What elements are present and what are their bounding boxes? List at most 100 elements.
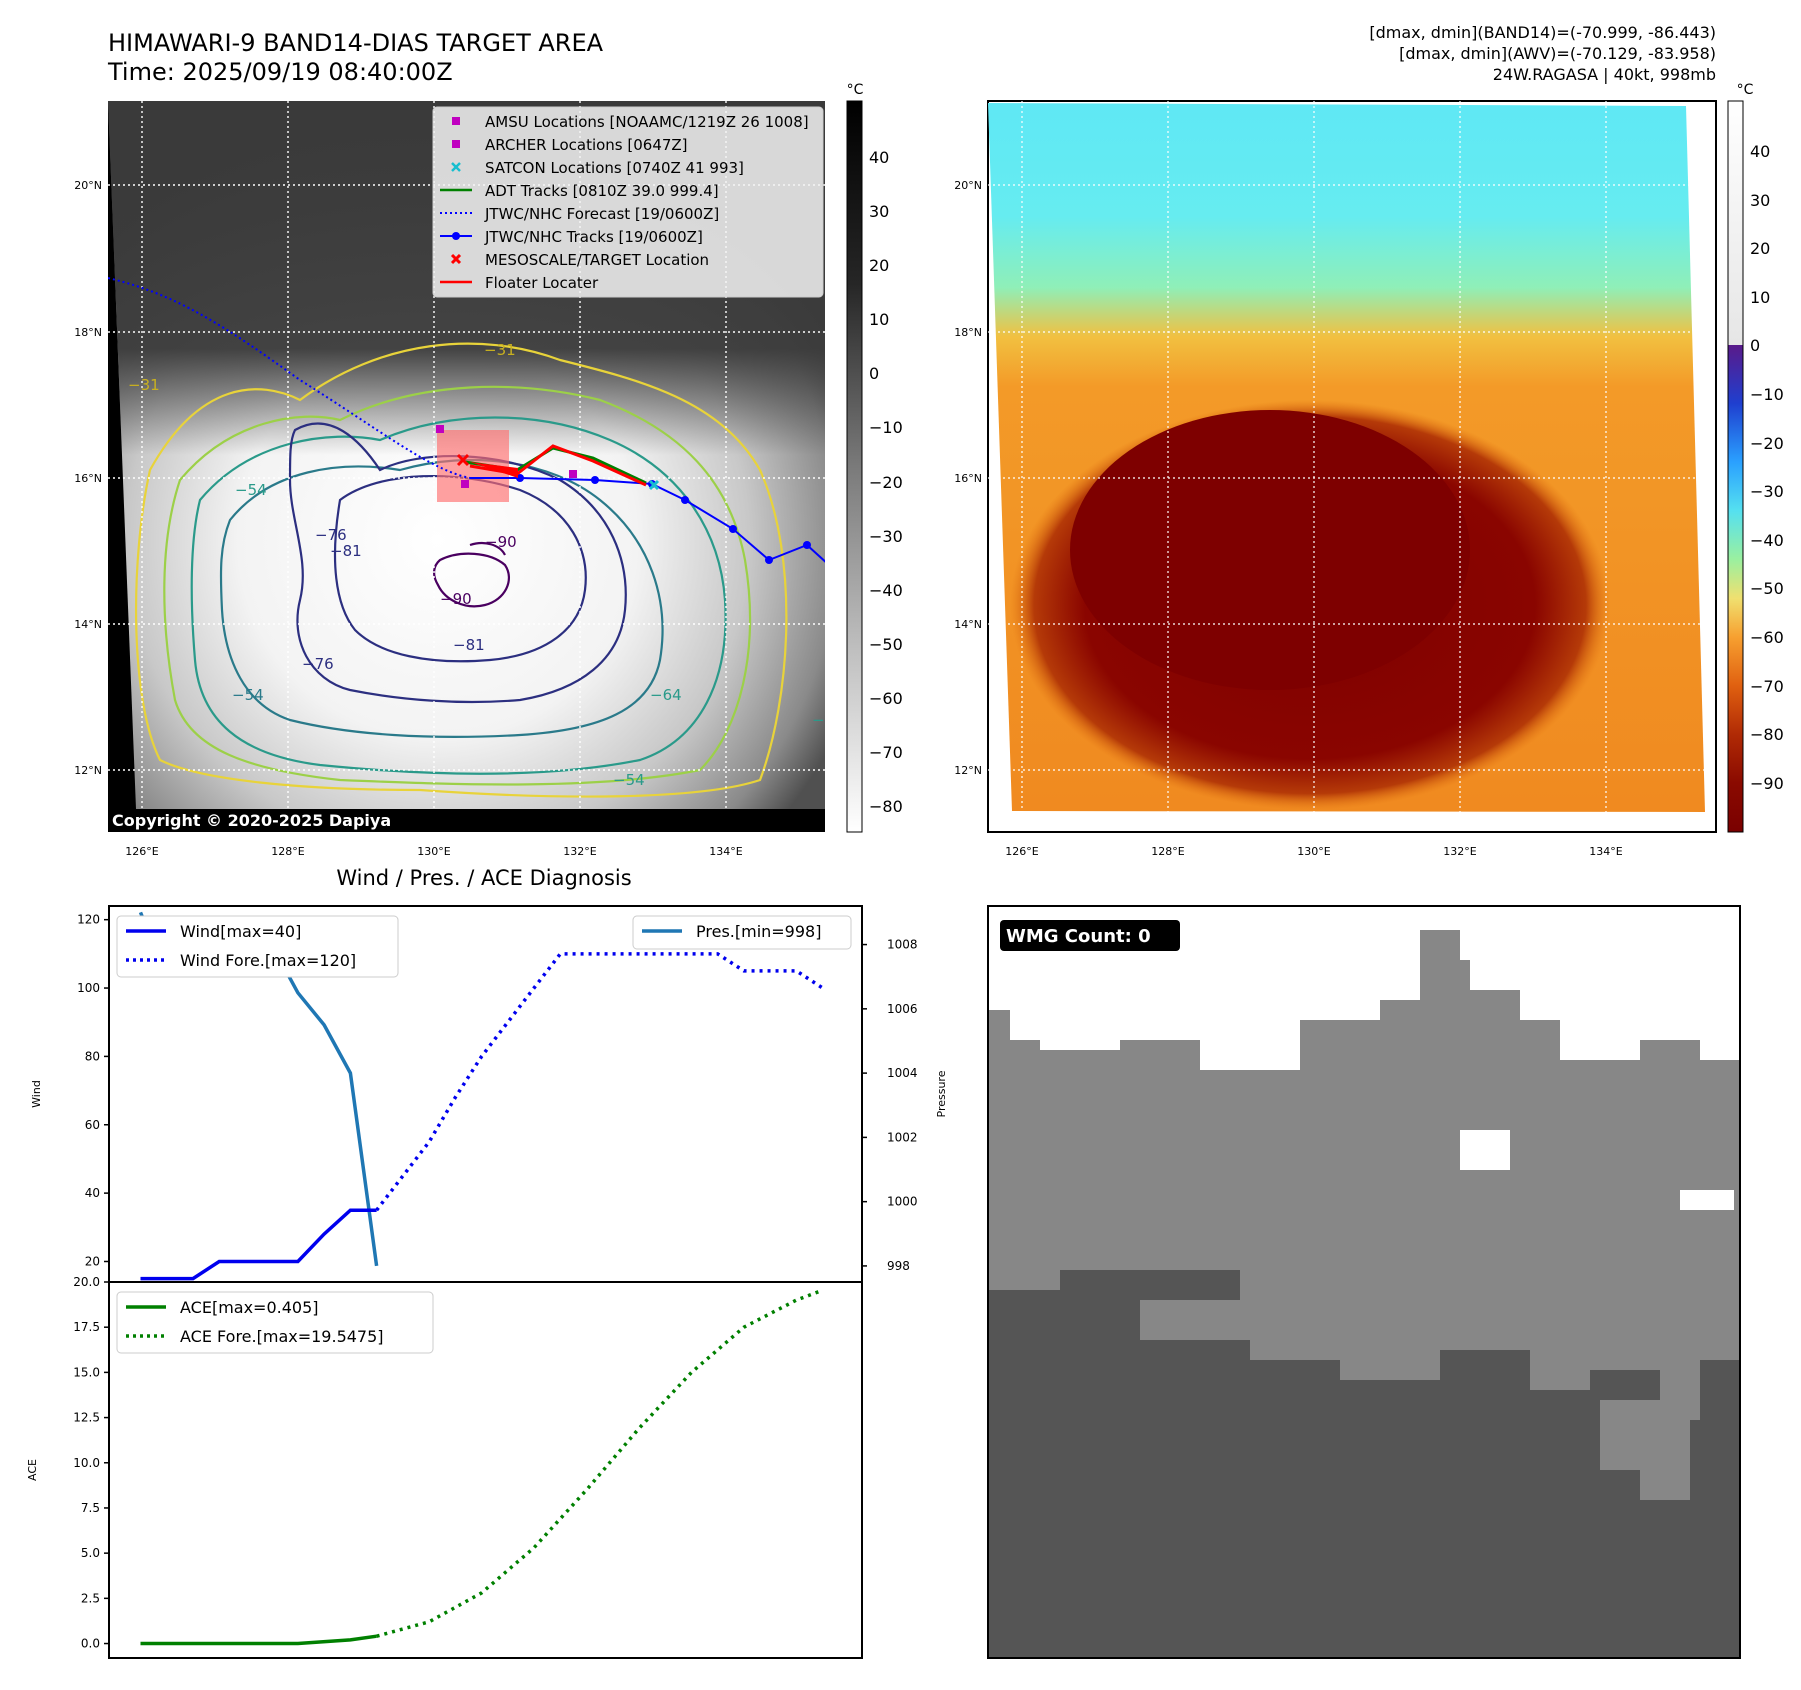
colorbar-tick: −40	[869, 581, 903, 600]
lon-label: 130°E	[417, 845, 450, 858]
colorbar-tick: 20	[869, 256, 889, 275]
amsu-marker	[436, 425, 444, 433]
colorbar-tick: 20	[1750, 239, 1770, 258]
legend-satcon-icon	[451, 162, 461, 172]
colorbar-tick: 0	[1750, 336, 1760, 355]
legend-target-label: MESOSCALE/TARGET Location	[485, 251, 709, 269]
legend-track-label: JTWC/NHC Tracks [19/0600Z]	[484, 228, 703, 246]
wind-ticks: 120 100 80 60 40 20	[77, 913, 109, 1268]
pressure-tick-label: 998	[887, 1259, 910, 1273]
wmg-patch	[1600, 1400, 1690, 1500]
archer-marker	[461, 480, 469, 488]
wmg-panel: WMG Count: 0	[987, 905, 1741, 1659]
wind-tick-label: 40	[85, 1186, 100, 1200]
contour-label: −76	[315, 526, 347, 544]
contour-label: −54	[232, 686, 264, 704]
ace-tick-label: 2.5	[81, 1591, 100, 1605]
contour-label: −90	[440, 590, 472, 608]
enh-cold-core-inner	[1070, 410, 1470, 690]
ace-tick-label: 17.5	[73, 1320, 100, 1334]
ace-plot	[140, 1288, 824, 1646]
ace-ylabel: ACE	[26, 1459, 39, 1481]
ir-legend: AMSU Locations [NOAAMC/1219Z 26 1008] AR…	[432, 106, 824, 298]
ace-tick-label: 15.0	[73, 1365, 100, 1379]
legend-floater-label: Floater Locater	[485, 274, 599, 292]
colorbar-tick: −30	[869, 527, 903, 546]
lon-label: 132°E	[1443, 845, 1476, 858]
lon-label: 128°E	[271, 845, 304, 858]
diagnosis-panel: Wind / Pres. / ACE Diagnosis Wind Pressu…	[26, 866, 948, 1659]
ace-tick-label: 10.0	[73, 1456, 100, 1470]
ir-gridlines	[108, 101, 825, 809]
figure-time: Time: 2025/09/19 08:40:00Z	[107, 58, 453, 86]
enh-lat-labels: 20°N 18°N 16°N 14°N 12°N	[954, 179, 982, 777]
enhanced-panel: 20°N 18°N 16°N 14°N 12°N 126°E 128°E 130…	[954, 82, 1784, 858]
legend-archer-icon	[452, 140, 460, 148]
lat-label: 12°N	[954, 764, 982, 777]
contour-line	[219, 458, 664, 738]
pressure-legend-box	[632, 915, 852, 950]
lon-label: 126°E	[1005, 845, 1038, 858]
band14-range: [dmax, dmin](BAND14)=(-70.999, -86.443)	[1369, 23, 1716, 42]
wmg-dark-region	[988, 1270, 1740, 1658]
enh-colorbar-frame	[1727, 100, 1744, 833]
contour-label: −81	[330, 542, 362, 560]
legend-ace-fore-label: ACE Fore.[max=19.5475]	[180, 1327, 384, 1346]
legend-forecast-label: JTWC/NHC Forecast [19/0600Z]	[484, 205, 719, 223]
colorbar-tick: −70	[869, 743, 903, 762]
awv-range: [dmax, dmin](AWV)=(-70.129, -83.958)	[1399, 44, 1716, 63]
legend-wind-fore-label: Wind Fore.[max=120]	[180, 951, 356, 970]
wind-tick-label: 80	[85, 1049, 100, 1063]
wind-tick-label: 120	[77, 913, 100, 927]
colorbar-tick: −10	[869, 418, 903, 437]
contour-label: −31	[484, 341, 516, 359]
colorbar-tick: −50	[869, 635, 903, 654]
satcon-x-marker	[648, 479, 660, 491]
ir-lat-labels: 20°N 18°N 16°N 14°N 12°N	[74, 179, 102, 777]
pressure-tick-label: 1006	[887, 1002, 918, 1016]
contour-line	[134, 342, 788, 798]
lat-label: 20°N	[954, 179, 982, 192]
figure-title: HIMAWARI-9 BAND14-DIAS TARGET AREA	[108, 29, 604, 57]
archer-marker	[569, 470, 577, 478]
wind-forecast-line	[375, 952, 824, 1212]
colorbar-tick: −80	[869, 797, 903, 816]
wmg-white-patch	[1460, 1130, 1510, 1170]
diagnosis-title: Wind / Pres. / ACE Diagnosis	[336, 866, 631, 890]
colorbar-tick: 10	[869, 310, 889, 329]
colorbar-tick: −20	[1750, 434, 1784, 453]
contour-label: −31	[128, 376, 160, 394]
pressure-tick-label: 1002	[887, 1130, 918, 1144]
lon-label: 132°E	[563, 845, 596, 858]
colorbar-tick: −80	[1750, 725, 1784, 744]
ace-axes	[108, 1281, 863, 1659]
lon-label: 134°E	[1589, 845, 1622, 858]
ir-legend-box	[432, 106, 824, 298]
lon-label: 128°E	[1151, 845, 1184, 858]
contour-label: −54	[235, 481, 267, 499]
ace-legend-box	[116, 1291, 434, 1354]
copyright-text: Copyright © 2020-2025 Dapiya	[112, 811, 391, 830]
ace-legend: ACE[max=0.405] ACE Fore.[max=19.5475]	[116, 1291, 434, 1354]
contour-label: −54	[613, 771, 645, 789]
ace-tick-label: 20.0	[73, 1275, 100, 1289]
lat-label: 16°N	[954, 472, 982, 485]
wmg-patch	[1420, 930, 1460, 1000]
ir-colorbar	[846, 100, 863, 833]
lat-label: 12°N	[74, 764, 102, 777]
contour-line	[190, 416, 727, 775]
colorbar-tick: −90	[1750, 774, 1784, 793]
legend-pressure-label: Pres.[min=998]	[696, 922, 821, 941]
target-x-marker	[456, 453, 470, 467]
colorbar-tick: −10	[1750, 385, 1784, 404]
ir-colorbar-unit: °C	[847, 82, 864, 98]
ace-forecast-line	[376, 1288, 824, 1638]
contour-line	[469, 541, 506, 556]
ace-line	[140, 1634, 377, 1646]
colorbar-tick: 30	[1750, 191, 1770, 210]
lon-label: 134°E	[709, 845, 742, 858]
wind-tick-label: 100	[77, 981, 100, 995]
legend-wind-label: Wind[max=40]	[180, 922, 301, 941]
colorbar-tick: −60	[869, 689, 903, 708]
